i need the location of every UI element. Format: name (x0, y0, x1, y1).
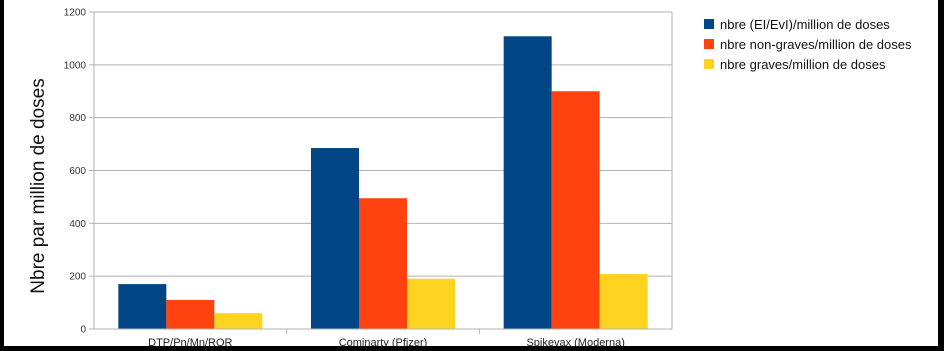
bar-3-3 (599, 274, 648, 329)
x-category-label: Spikevax (Moderna) (526, 337, 624, 346)
x-category-label: DTP/Pn/Mn/ROR (148, 337, 232, 346)
bar-3-2 (407, 278, 455, 329)
legend-label: nbre non-graves/million de doses (720, 37, 912, 52)
y-tick-label: 800 (69, 113, 86, 124)
chart-frame: 0 200 400 600 800 1000 1200 DTP/Pn/Mn/ROR Comin… (4, 0, 938, 350)
legend: nbre (EI/EvI)/million de doses nbre non-g… (704, 17, 912, 72)
legend-swatch (704, 59, 714, 69)
bar-chart: 0 200 400 600 800 1000 1200 DTP/Pn/Mn/ROR Comin… (28, 8, 912, 350)
axes (93, 12, 673, 334)
legend-label: nbre (EI/EvI)/million de doses (720, 17, 890, 32)
bar-3-1 (214, 313, 263, 329)
y-tick-label: 0 (80, 325, 86, 336)
bars (118, 36, 648, 329)
legend-label: nbre graves/million de doses (720, 57, 886, 72)
y-axis-label: Nbre par million de doses (28, 78, 49, 293)
y-tick-label: 400 (69, 219, 86, 230)
x-category-labels: DTP/Pn/Mn/ROR Cominarty (Pfizer) Spikevax … (148, 337, 625, 349)
bar-2-3 (551, 91, 600, 329)
bar-1-2 (311, 148, 359, 329)
y-tick-label: 200 (69, 272, 86, 283)
legend-swatch (704, 39, 714, 49)
legend-swatch (704, 19, 714, 29)
y-tick-label: 1200 (64, 8, 87, 19)
y-tick-labels: 0 200 400 600 800 1000 1200 (64, 8, 87, 336)
bar-1-3 (503, 36, 552, 329)
bar-1-1 (118, 284, 167, 329)
y-tick-label: 600 (69, 166, 86, 177)
bar-2-1 (166, 299, 215, 329)
y-tick-label: 1000 (64, 60, 87, 71)
x-category-label: Cominarty (Pfizer) (339, 337, 428, 346)
bar-2-2 (359, 198, 407, 329)
